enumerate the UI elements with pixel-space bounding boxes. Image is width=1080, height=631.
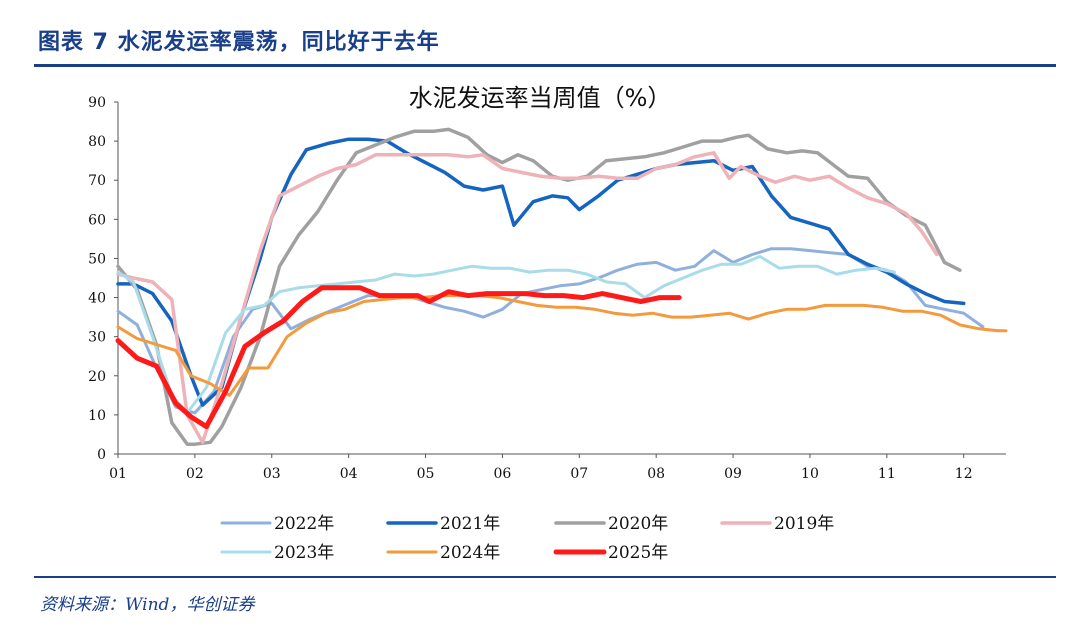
legend-label: 2024年 [440, 543, 500, 563]
y-tick-label: 30 [88, 330, 106, 346]
chart-legend: 2022年 2021年 2020年 2019年 2023年 2024年 2025年 [220, 514, 834, 563]
y-tick-label: 70 [88, 173, 106, 189]
x-tick-label: 12 [955, 466, 973, 482]
x-tick-label: 04 [340, 466, 358, 482]
y-tick-label: 80 [88, 134, 106, 150]
legend-label: 2022年 [274, 514, 334, 534]
y-tick-label: 0 [97, 447, 106, 463]
y-tick-label: 50 [88, 251, 106, 267]
x-tick-label: 10 [801, 466, 819, 482]
x-tick-label: 09 [724, 466, 742, 482]
x-tick-label: 02 [186, 466, 204, 482]
y-tick-label: 40 [88, 291, 106, 307]
source-note: 资料来源：Wind，华创证券 [40, 595, 255, 615]
series-line [116, 294, 1008, 397]
chart-title: 水泥发运率当周值（%） [409, 84, 672, 112]
x-tick-label: 08 [647, 466, 665, 482]
legend-label: 2019年 [774, 514, 834, 534]
x-tick-label: 06 [494, 466, 512, 482]
series-line [115, 285, 682, 430]
figure-title: 图表 7 水泥发运率震荡，同比好于去年 [38, 30, 440, 55]
y-tick-label: 90 [88, 95, 106, 111]
series-line [116, 255, 896, 415]
x-tick-label: 05 [417, 466, 435, 482]
x-tick-label: 07 [570, 466, 588, 482]
top-divider [34, 64, 1056, 67]
x-tick-label: 11 [878, 466, 896, 482]
legend-label: 2021年 [440, 514, 500, 534]
legend-label: 2020年 [608, 514, 668, 534]
y-tick-label: 60 [88, 212, 106, 228]
chart-series [115, 127, 1008, 446]
y-tick-label: 10 [88, 408, 106, 424]
bottom-divider [34, 576, 1056, 578]
x-tick-label: 03 [263, 466, 281, 482]
x-tick-label: 01 [109, 466, 127, 482]
chart-axes: 0 10 20 30 40 50 60 70 80 90 01 02 03 04 05 06 07 08 09 10 1… [88, 95, 1006, 482]
series-line [116, 151, 939, 445]
legend-label: 2023年 [274, 543, 334, 563]
legend-label: 2025年 [608, 543, 668, 563]
y-tick-label: 20 [88, 369, 106, 385]
series-line [116, 247, 985, 415]
series-line [116, 127, 962, 446]
